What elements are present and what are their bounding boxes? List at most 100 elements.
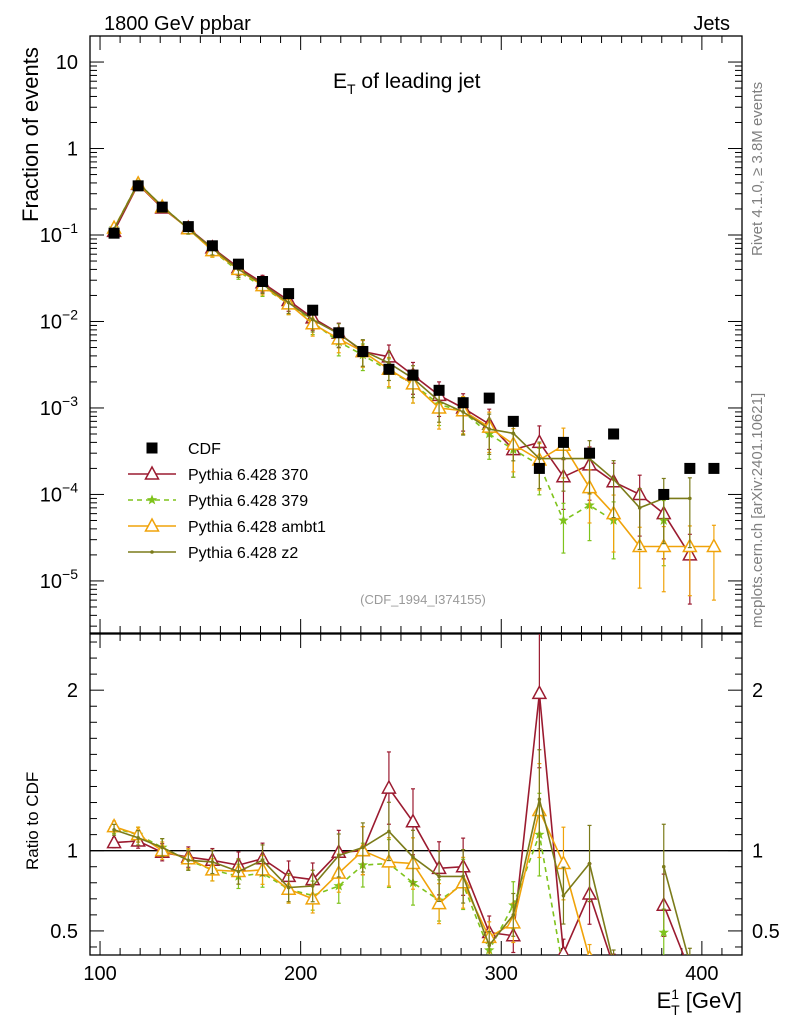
- data-point-cdf: [708, 462, 720, 474]
- data-point-cdf: [608, 428, 620, 440]
- plot-title: ET of leading jet: [333, 70, 481, 97]
- data-point-pythia-6-428-z2: [411, 855, 415, 859]
- data-point-pythia-6-428-ambt1: [586, 949, 593, 955]
- main-y-tick-label: 10−1: [40, 220, 78, 247]
- legend-label: Pythia 6.428 379: [188, 493, 308, 510]
- data-point-cdf: [507, 415, 519, 427]
- ratio-y-tick-label: 0.5: [50, 921, 78, 943]
- data-point-pythia-6-428-z2: [487, 943, 492, 948]
- ratio-ylabel: Ratio to CDF: [23, 772, 42, 870]
- data-point-pythia-6-428-z2: [637, 506, 642, 510]
- main-series-cdf: [108, 180, 720, 500]
- reference-label: (CDF_1994_I374155): [360, 592, 486, 607]
- legend-label: Pythia 6.428 ambt1: [188, 519, 326, 536]
- header-right: Jets: [693, 13, 730, 35]
- data-point-pythia-6-428-ambt1: [656, 537, 672, 553]
- ratio-y-tick-label-right: 1: [752, 841, 763, 863]
- data-point-pythia-6-428-z2: [537, 456, 542, 461]
- data-point-pythia-6-428-z2: [461, 410, 465, 414]
- ratio-series-pythia-6-428-ambt1: [106, 763, 620, 984]
- main-y-tick-label: 10−3: [40, 393, 78, 420]
- data-point-cdf: [108, 227, 120, 239]
- legend-label: CDF: [188, 441, 221, 458]
- data-point-cdf: [658, 488, 670, 500]
- data-point-cdf: [584, 447, 596, 459]
- series-line-pythia-6-428-z2: [663, 866, 689, 955]
- main-axis-ticks: 10−5 10−4 10−3 10−2 10−1 1 10: [40, 35, 743, 633]
- data-point-pythia-6-428-ambt1: [607, 972, 620, 984]
- legend-label: Pythia 6.428 370: [188, 467, 308, 484]
- data-point-pythia-6-428-z2: [511, 431, 516, 436]
- data-point-pythia-6-428-z2: [561, 456, 566, 461]
- data-point-pythia-6-428-379: [658, 927, 669, 937]
- data-point-cdf: [457, 397, 469, 409]
- side-label-rivet: Rivet 4.1.0, ≥ 3.8M events: [749, 82, 766, 256]
- legend-item-pythia-6-428-z2: Pythia 6.428 z2: [128, 545, 298, 562]
- main-series-pythia-6-428-370: [106, 175, 698, 605]
- legend-marker: [146, 442, 158, 454]
- data-point-cdf: [206, 240, 218, 252]
- ratio-y-tick-label: 2: [67, 680, 78, 702]
- data-point-cdf: [182, 221, 194, 233]
- data-point-cdf: [557, 436, 569, 448]
- data-point-pythia-6-428-370: [405, 813, 421, 828]
- data-point-cdf: [333, 327, 345, 339]
- legend-item-pythia-6-428-ambt1: Pythia 6.428 ambt1: [128, 517, 326, 536]
- data-point-pythia-6-428-z2: [461, 874, 465, 879]
- ratio-series-pythia-6-428-z2: [112, 749, 692, 965]
- legend-marker: [150, 550, 154, 554]
- data-point-pythia-6-428-370: [607, 959, 620, 971]
- main-series-layer: [106, 175, 722, 605]
- data-point-cdf: [357, 345, 369, 357]
- legend-marker: [144, 465, 160, 480]
- legend-marker: [144, 517, 160, 532]
- main-y-tick-label: 10−2: [40, 306, 78, 333]
- side-label-mcplots: mcplots.cern.ch [arXiv:2401.10621]: [749, 393, 766, 628]
- data-point-pythia-6-428-379: [558, 515, 569, 525]
- header-left: 1800 GeV ppbar: [104, 13, 251, 35]
- legend-marker: [146, 494, 158, 505]
- main-y-tick-label: 10: [56, 52, 78, 74]
- data-point-pythia-6-428-z2: [361, 845, 365, 850]
- series-line-pythia-6-428-z2: [113, 181, 690, 509]
- ratio-y-tick-label-right: 2: [752, 680, 763, 702]
- data-point-pythia-6-428-z2: [286, 300, 291, 305]
- data-point-cdf: [533, 462, 545, 474]
- data-point-pythia-6-428-ambt1: [431, 895, 447, 910]
- data-point-pythia-6-428-z2: [561, 893, 566, 898]
- data-point-pythia-6-428-z2: [437, 399, 441, 403]
- legend-label: Pythia 6.428 z2: [188, 545, 298, 562]
- data-point-cdf: [132, 180, 144, 192]
- data-point-pythia-6-428-z2: [286, 885, 291, 890]
- ratio-y-tick-label: 1: [67, 841, 78, 863]
- data-point-pythia-6-428-z2: [612, 961, 616, 965]
- data-point-pythia-6-428-z2: [236, 869, 241, 874]
- data-point-pythia-6-428-370: [381, 779, 397, 794]
- data-point-pythia-6-428-z2: [511, 913, 516, 917]
- data-point-cdf: [156, 201, 168, 213]
- x-tick-label: 400: [685, 963, 718, 985]
- data-point-cdf: [433, 384, 445, 396]
- legend-item-pythia-6-428-370: Pythia 6.428 370: [128, 465, 308, 484]
- data-point-pythia-6-428-z2: [437, 874, 441, 879]
- ratio-plot-frame: [89, 633, 743, 956]
- data-point-pythia-6-428-z2: [688, 496, 692, 501]
- x-axis-title: E1 T [GeV]: [657, 986, 742, 1018]
- main-y-tick-label: 1: [67, 139, 78, 161]
- data-point-pythia-6-428-z2: [112, 828, 116, 832]
- data-point-pythia-6-428-z2: [387, 829, 391, 834]
- data-point-pythia-6-428-370: [531, 684, 548, 700]
- data-point-pythia-6-428-379: [558, 966, 569, 976]
- data-point-pythia-6-428-z2: [136, 836, 140, 840]
- legend-item-cdf: CDF: [146, 441, 221, 458]
- data-point-pythia-6-428-z2: [587, 861, 592, 866]
- ratio-axis-ticks: 0.5 0.5 1 1 2 2 100 200 300 400: [50, 634, 780, 985]
- series-line-pythia-6-428-370: [663, 904, 685, 955]
- data-point-pythia-6-428-z2: [310, 884, 315, 888]
- legend-item-pythia-6-428-379: Pythia 6.428 379: [128, 493, 308, 510]
- data-point-pythia-6-428-ambt1: [706, 537, 722, 553]
- x-tick-label: 100: [83, 963, 116, 985]
- data-point-pythia-6-428-z2: [160, 845, 165, 850]
- data-point-cdf: [232, 258, 244, 270]
